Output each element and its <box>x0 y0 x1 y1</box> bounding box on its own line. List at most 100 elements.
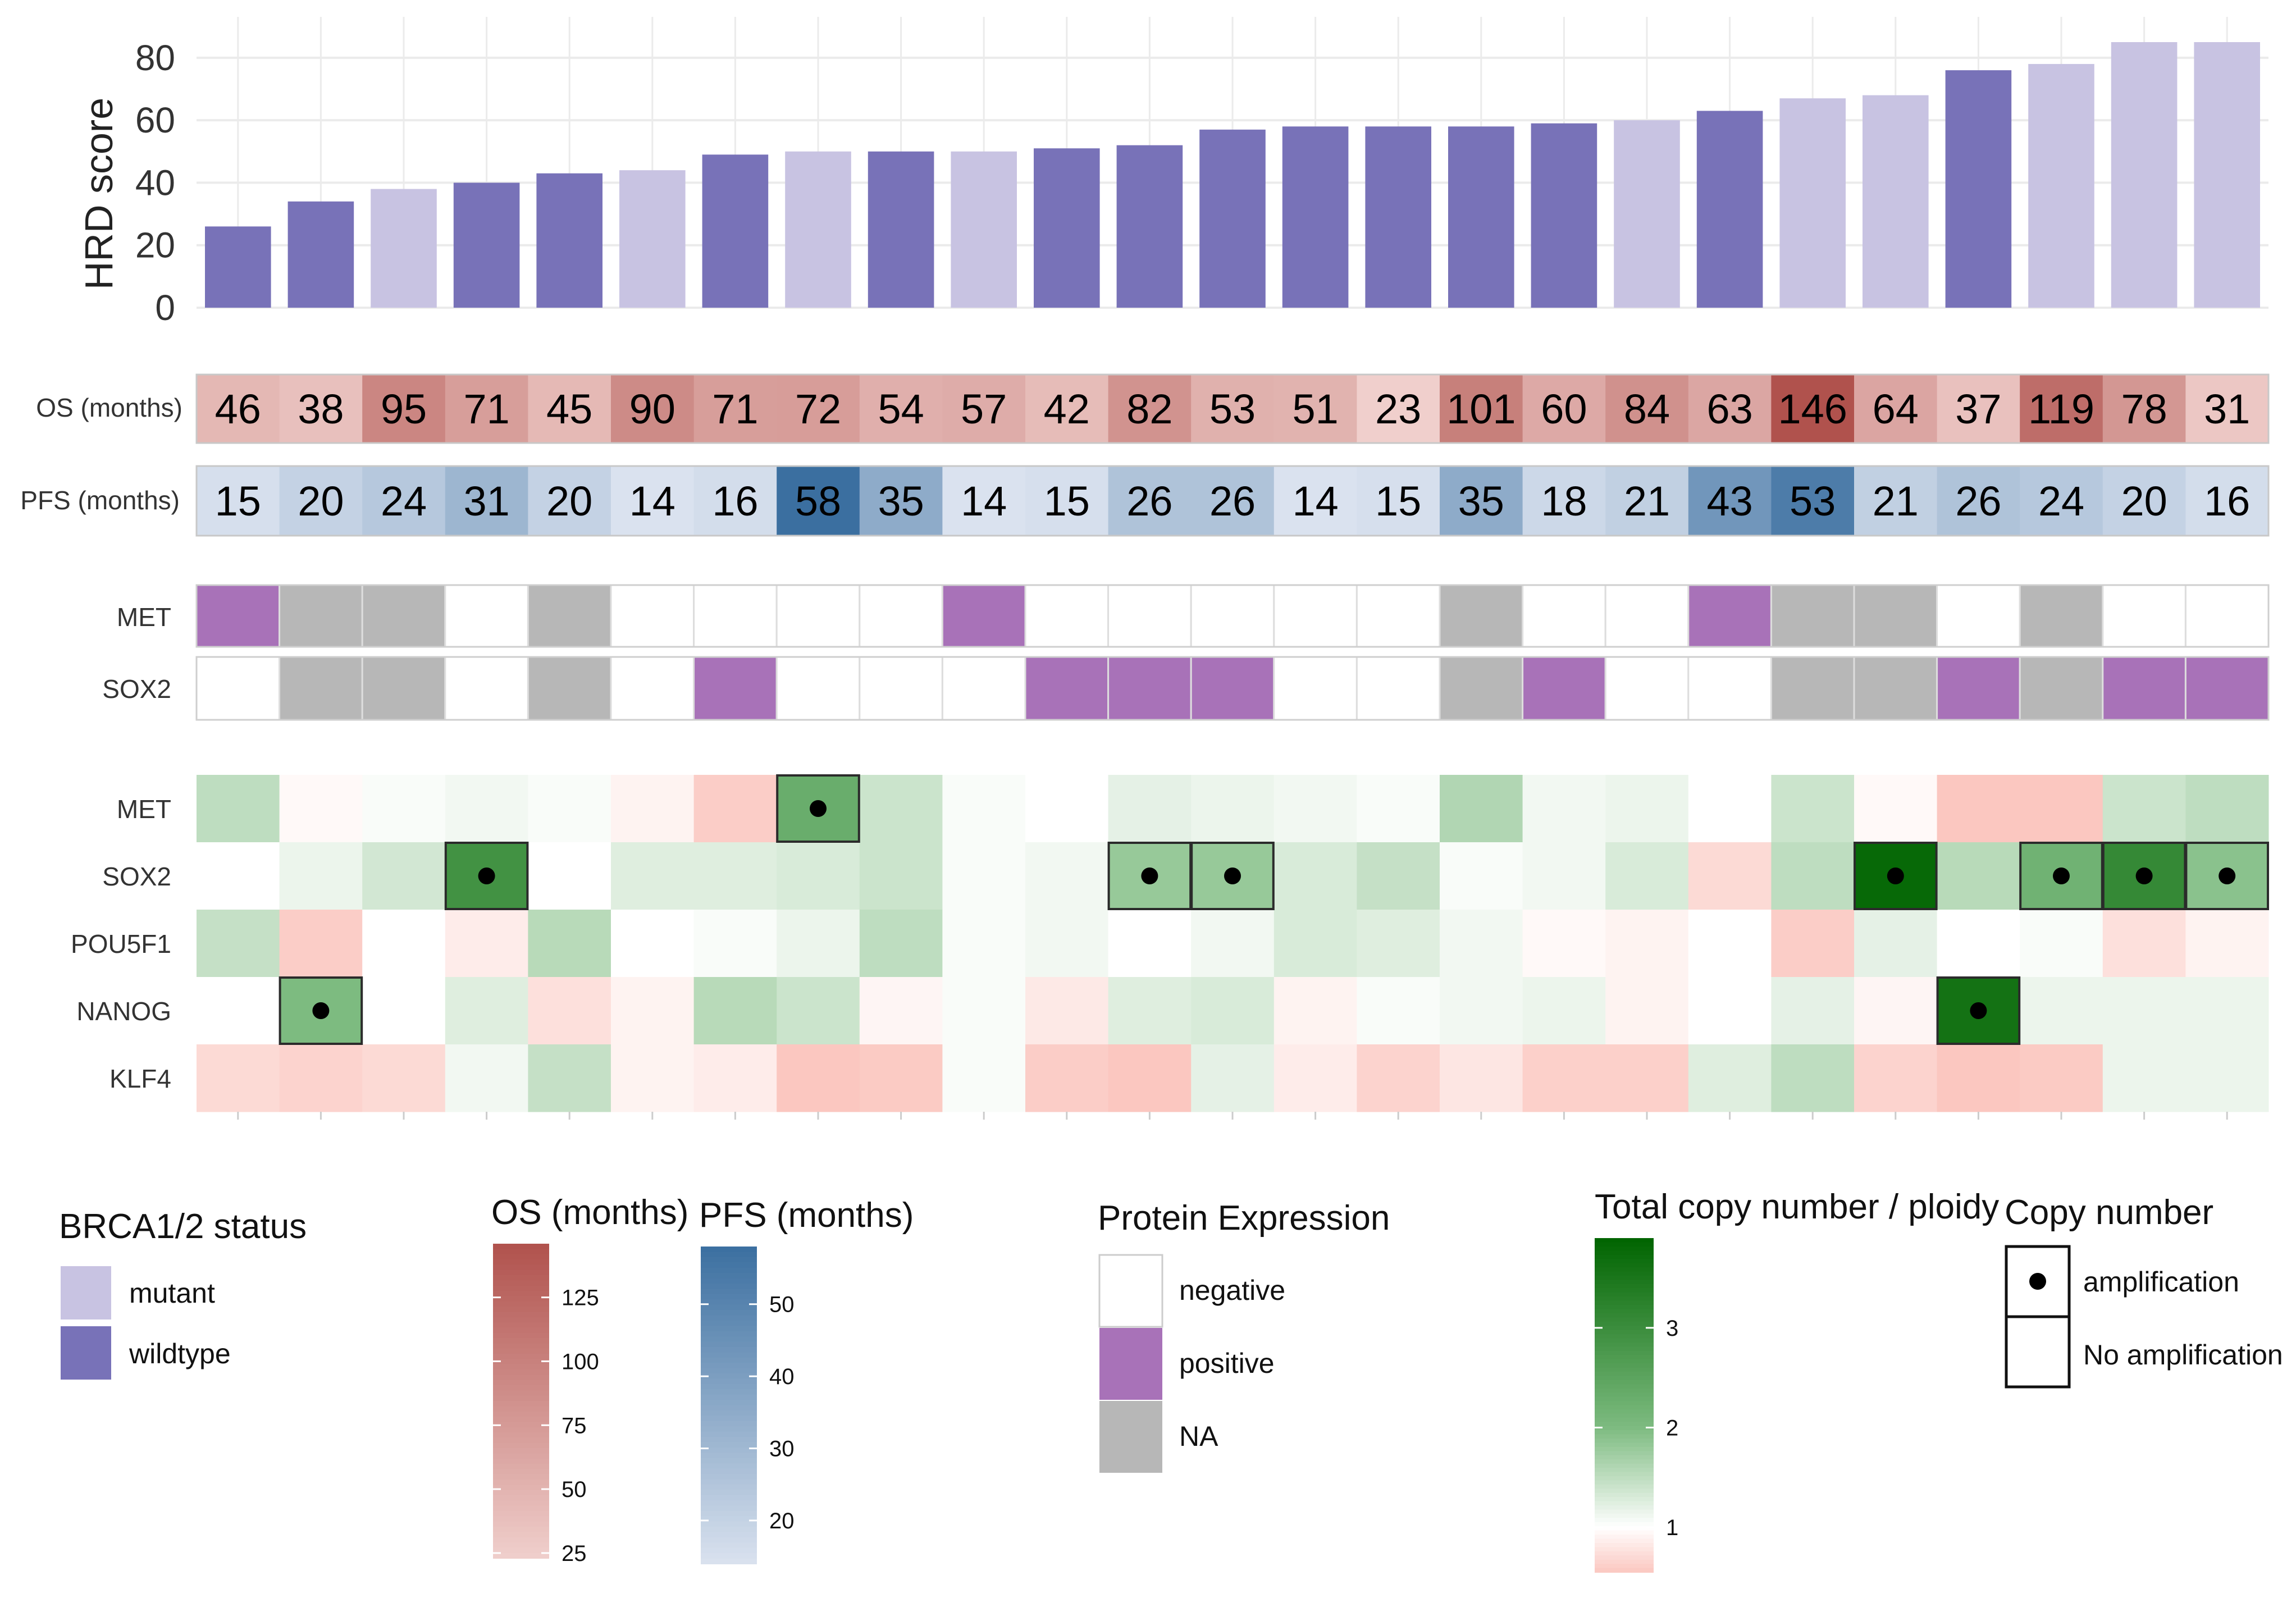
amp-legend: Copy number amplification No amplificati… <box>2005 1193 2283 1389</box>
cn-cell <box>693 775 777 843</box>
os-cell <box>1440 375 1523 443</box>
os-cell <box>942 375 1026 443</box>
cn-amplification-box <box>2019 842 2103 910</box>
os-value: 71 <box>463 386 509 432</box>
pfs-legend-gradient-step <box>701 1537 757 1544</box>
pfs-legend-gradient-step <box>701 1357 757 1364</box>
cn-row-label: KLF4 <box>109 1064 171 1093</box>
cn-cell <box>1854 1044 1938 1112</box>
hrd-bar <box>1199 129 1266 308</box>
os-legend-gradient-step <box>493 1322 549 1328</box>
cn-cell <box>279 1044 363 1112</box>
os-legend-gradient-step <box>493 1547 549 1554</box>
protein-cell <box>361 584 446 648</box>
os-legend-gradient-step <box>493 1537 549 1543</box>
os-legend-tick-label: 50 <box>562 1477 587 1502</box>
os-legend-gradient-step <box>493 1312 549 1318</box>
cn-cell <box>859 775 943 843</box>
cn-legend-gradient-step <box>1595 1367 1654 1372</box>
os-legend-gradient-step <box>493 1442 549 1449</box>
pfs-legend-gradient-step <box>701 1363 757 1369</box>
pfs-cell <box>362 466 446 536</box>
os-cell <box>1937 375 2020 443</box>
cn-cell <box>362 1044 446 1112</box>
os-legend-gradient-step <box>493 1291 549 1297</box>
cn-cell <box>1440 977 1523 1045</box>
cn-cell <box>197 977 280 1045</box>
pfs-legend-gradient-step <box>701 1558 757 1564</box>
cn-cell <box>445 910 528 978</box>
pfs-legend: PFS (months) 20 30 40 50 <box>699 1196 914 1564</box>
os-value: 60 <box>1541 386 1587 432</box>
cn-cell <box>942 910 1026 978</box>
cn-cell <box>279 775 363 843</box>
cn-cell <box>362 910 446 978</box>
pfs-cell <box>528 466 611 536</box>
cn-legend-gradient-step <box>1595 1555 1654 1560</box>
pfs-legend-gradient-step <box>701 1416 757 1422</box>
hrd-bar <box>1448 126 1514 308</box>
cn-legend-gradient-step <box>1595 1309 1654 1314</box>
cn-amplification-dot-icon <box>312 1002 330 1019</box>
os-legend-gradient-step <box>493 1427 549 1433</box>
pfs-value: 35 <box>1458 478 1504 524</box>
cn-legend-gradient-step <box>1595 1426 1654 1431</box>
pfs-legend-gradient-step <box>701 1384 757 1390</box>
pfs-legend-gradient-step <box>701 1521 757 1528</box>
pfs-legend-gradient-step <box>701 1346 757 1353</box>
cn-legend-gradient-step <box>1595 1463 1654 1469</box>
cn-cell <box>777 1044 860 1112</box>
pfs-legend-gradient-step <box>701 1331 757 1337</box>
os-value: 31 <box>2204 386 2250 432</box>
cn-legend-gradient-step <box>1595 1530 1654 1536</box>
os-legend-gradient-step <box>493 1354 549 1360</box>
protein-cell <box>941 584 1026 648</box>
cn-legend-gradient-step <box>1595 1518 1654 1523</box>
cn-cell <box>1937 1044 2020 1112</box>
cn-cell <box>1108 910 1192 978</box>
os-legend-gradient-step <box>493 1348 549 1354</box>
cn-cell <box>1605 775 1689 843</box>
hrd-bar <box>702 154 769 308</box>
brca-legend-wildtype-label: wildtype <box>129 1338 231 1369</box>
os-legend-gradient-step <box>493 1249 549 1255</box>
pfs-legend-gradient-step <box>701 1368 757 1374</box>
pfs-cell <box>445 466 528 536</box>
os-cell <box>2185 375 2269 443</box>
cn-cell <box>611 775 695 843</box>
hrd-bar <box>205 226 271 308</box>
cn-legend-gradient-step <box>1595 1242 1654 1247</box>
os-legend-tick-label: 125 <box>562 1286 599 1311</box>
os-row: 46 38 95 71 45 90 71 72 54 57 42 82 53 51 23 101 60 84 63 1… <box>195 373 2270 444</box>
os-legend-gradient-step <box>493 1259 549 1266</box>
cn-cell <box>1357 842 1440 910</box>
protein-cell <box>1190 584 1275 648</box>
cn-cell <box>445 775 528 843</box>
pfs-value: 15 <box>1375 478 1421 524</box>
cn-cell <box>859 977 943 1045</box>
cn-cell <box>197 1044 280 1112</box>
cn-cell <box>528 977 611 1045</box>
protein-legend-positive-label: positive <box>1179 1348 1275 1379</box>
pfs-legend-tick-label: 30 <box>769 1437 795 1462</box>
cn-legend-gradient-step <box>1595 1384 1654 1389</box>
os-cell <box>1688 375 1772 443</box>
protein-cell <box>1853 584 1938 648</box>
cn-cell <box>2102 775 2186 843</box>
cn-row-label: SOX2 <box>102 862 171 891</box>
pfs-legend-gradient-step <box>701 1273 757 1279</box>
pfs-legend-gradient-step <box>701 1289 757 1295</box>
protein-cell <box>195 584 281 648</box>
cn-cell <box>2020 1044 2103 1112</box>
cn-cell <box>611 977 695 1045</box>
os-legend-gradient-step <box>493 1301 549 1307</box>
protein-legend-na-swatch <box>1099 1401 1162 1473</box>
os-cell <box>362 375 446 443</box>
cn-legend-gradient-step <box>1595 1350 1654 1356</box>
pfs-legend-gradient-step <box>701 1405 757 1411</box>
pfs-value: 20 <box>2121 478 2167 524</box>
os-legend-gradient-step <box>493 1395 549 1401</box>
cn-cell <box>1025 1044 1109 1112</box>
protein-cell <box>1522 584 1606 648</box>
os-legend-gradient-step <box>493 1317 549 1323</box>
